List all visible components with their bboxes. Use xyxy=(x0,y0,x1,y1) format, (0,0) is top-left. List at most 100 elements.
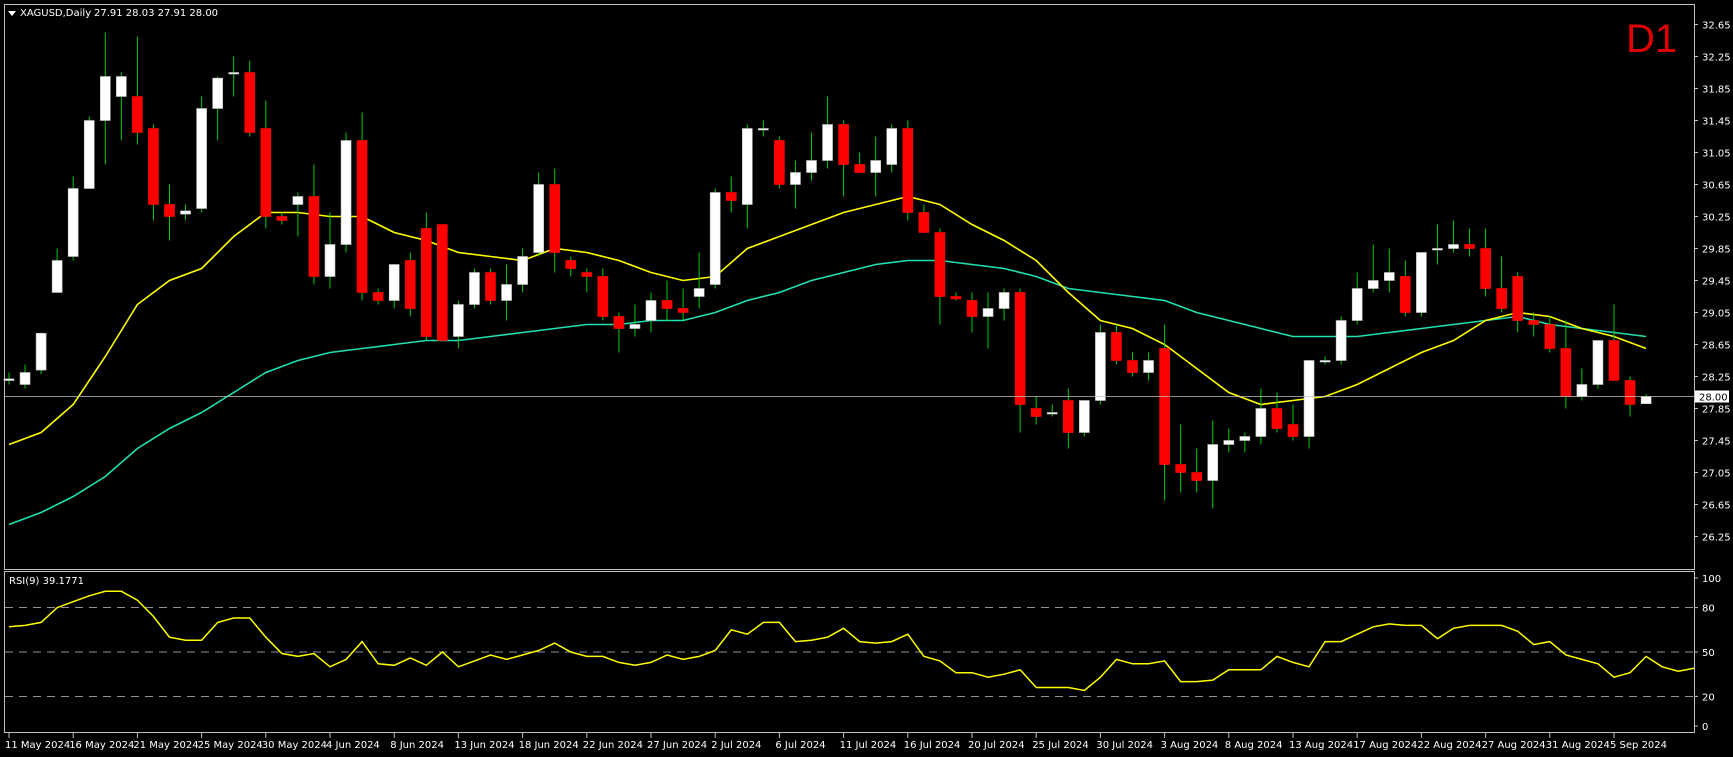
time-tick-label: 25 Jul 2024 xyxy=(1032,740,1089,751)
candle-body-bear xyxy=(597,276,609,317)
candle xyxy=(1512,272,1523,333)
candle-body-bull xyxy=(1576,384,1588,397)
current-price-badge xyxy=(1695,390,1729,403)
candle xyxy=(1046,404,1058,417)
price-tick-label: 31.45 xyxy=(1702,117,1731,128)
candle-body-bear xyxy=(677,308,689,313)
candle-body-bear xyxy=(661,300,673,309)
price-tick-label: 32.65 xyxy=(1702,21,1731,32)
candle-body-bull xyxy=(501,284,512,301)
candle-body-bull xyxy=(1432,248,1443,251)
candle-body-bull xyxy=(870,160,882,173)
candle xyxy=(1159,324,1170,501)
candle xyxy=(725,176,737,213)
candle-body-bear xyxy=(1127,360,1138,373)
candle-body-bear xyxy=(854,164,865,173)
candle-body-bull xyxy=(1207,444,1219,481)
candle xyxy=(1175,424,1186,493)
candle-body-bear xyxy=(565,260,577,269)
time-tick-label: 17 Aug 2024 xyxy=(1353,740,1417,751)
candle-body-bull xyxy=(1335,320,1347,361)
candle xyxy=(1223,428,1235,453)
candle xyxy=(1592,340,1604,389)
candle xyxy=(453,300,464,349)
candle xyxy=(324,212,336,289)
candle-body-bear xyxy=(132,96,143,133)
candle-body-bull xyxy=(709,192,721,285)
candle-body-bear xyxy=(1014,292,1026,405)
price-tick-label: 30.65 xyxy=(1702,181,1731,192)
candle xyxy=(437,224,448,341)
timeframe-badge: D1 xyxy=(1626,17,1677,61)
candle xyxy=(1384,248,1395,293)
price-tick-label: 26.65 xyxy=(1702,501,1731,512)
candle xyxy=(260,100,272,229)
candle-body-bear xyxy=(1063,400,1074,433)
candle xyxy=(1480,228,1491,297)
candle-body-bull xyxy=(741,128,753,205)
candle-body-bull xyxy=(196,108,207,209)
price-tick-label: 27.45 xyxy=(1702,437,1731,448)
candle-body-bear xyxy=(918,212,930,233)
candle-body-bull xyxy=(806,160,817,173)
candle-body-bull xyxy=(1239,436,1251,441)
rsi-tick-label: 50 xyxy=(1702,648,1715,659)
candle xyxy=(83,116,95,189)
candle-body-bull xyxy=(1448,244,1459,249)
candle xyxy=(1544,316,1556,353)
candle xyxy=(1207,420,1219,509)
candle xyxy=(292,192,304,237)
candle-body-bull xyxy=(1046,412,1058,415)
candle xyxy=(340,132,352,253)
candle xyxy=(1255,388,1267,445)
candle-body-bull xyxy=(1416,252,1427,313)
candle-body-bear xyxy=(1030,408,1042,417)
candle xyxy=(1287,404,1299,441)
time-tick-label: 13 Jun 2024 xyxy=(454,740,514,751)
candle-body-bear xyxy=(1512,276,1523,321)
current-price-label: 28.00 xyxy=(1699,393,1728,404)
candle-body-bull xyxy=(1223,440,1235,445)
candle xyxy=(1608,304,1620,381)
chart-ohlc-readout: 27.91 28.03 27.91 28.00 xyxy=(94,8,218,19)
candle-body-bear xyxy=(1528,320,1540,325)
candle-body-bull xyxy=(1367,280,1379,289)
candle-body-bull xyxy=(35,332,47,371)
candle xyxy=(982,292,994,349)
candle xyxy=(485,268,496,305)
candle xyxy=(870,136,882,197)
time-tick-label: 2 Jul 2024 xyxy=(711,740,761,751)
rsi-tick-label: 0 xyxy=(1702,722,1708,733)
candle-body-bull xyxy=(388,264,400,301)
time-tick-label: 27 Jun 2024 xyxy=(647,740,707,751)
candle xyxy=(501,264,512,321)
candle-body-bear xyxy=(372,292,384,301)
candle xyxy=(565,256,577,277)
candle-body-bear xyxy=(1400,276,1411,313)
candle xyxy=(966,292,978,333)
candle-body-bull xyxy=(116,76,127,97)
candles xyxy=(3,32,1694,509)
candle xyxy=(1239,432,1251,453)
candle xyxy=(308,164,320,285)
candle-body-bear xyxy=(1464,244,1475,249)
time-tick-label: 11 Jul 2024 xyxy=(840,740,897,751)
candle-body-bull xyxy=(1079,400,1090,433)
candle xyxy=(613,312,625,353)
time-tick-label: 21 May 2024 xyxy=(133,740,198,751)
price-tick-label: 31.05 xyxy=(1702,149,1731,160)
candle-body-bull xyxy=(822,124,833,161)
dropdown-triangle-icon[interactable] xyxy=(8,11,16,16)
candle xyxy=(1143,352,1154,381)
time-tick-label: 25 May 2024 xyxy=(198,740,263,751)
candle xyxy=(918,204,930,233)
candle-body-bull xyxy=(212,77,223,109)
candle-body-bear xyxy=(244,72,256,133)
candle xyxy=(709,188,721,289)
candle xyxy=(372,288,384,305)
candle-body-bull xyxy=(645,300,657,321)
candle-body-bear xyxy=(549,184,561,253)
candle-body-bear xyxy=(148,128,159,205)
candle-body-bull xyxy=(292,196,304,205)
candle xyxy=(1528,312,1540,337)
